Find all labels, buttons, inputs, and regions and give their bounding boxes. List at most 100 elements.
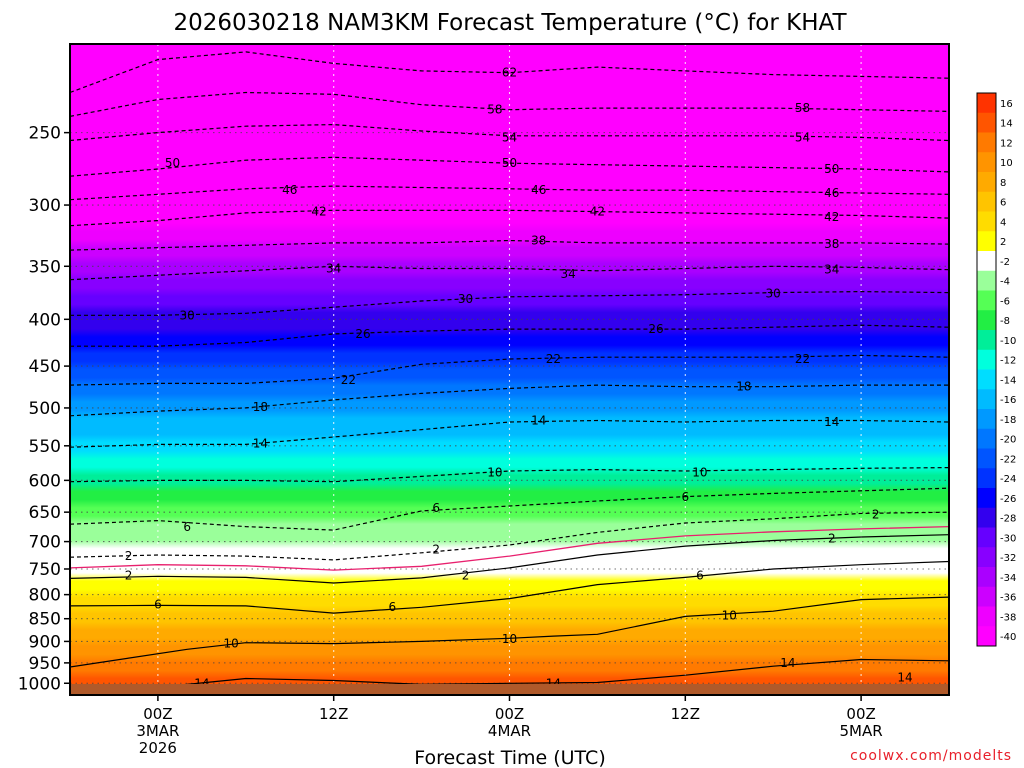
contour-label: 50 — [824, 162, 839, 176]
y-tick-label: 600 — [29, 471, 61, 491]
colorbar-label: 12 — [1000, 138, 1013, 149]
x-tick-label: 3MAR — [136, 722, 179, 740]
x-tick-label: 2026 — [139, 739, 177, 757]
y-tick-label: 300 — [29, 196, 61, 216]
colorbar-label: 8 — [1000, 178, 1006, 189]
contour-label: 14 — [780, 656, 795, 670]
y-tick-label: 650 — [29, 503, 61, 523]
contour-minus-6 — [70, 487, 949, 531]
x-tick-label: 12Z — [319, 705, 348, 723]
colorbar-swatch — [977, 93, 996, 114]
contour-label: 2 — [125, 549, 133, 563]
colorbar-swatch — [977, 448, 996, 469]
colorbar-swatch — [977, 172, 996, 193]
contour-label: 2 — [828, 532, 836, 546]
contour-label: 14 — [897, 670, 912, 684]
contour-label: 26 — [648, 322, 663, 336]
colorbar-legend: 16 14 12 10 8 6 4 2 -2 -4 -6 -8 -10 -12 -14 -16 -18 -20 -2… — [976, 92, 1016, 647]
contour-label: 46 — [824, 186, 839, 200]
colorbar-label: 4 — [1000, 217, 1006, 228]
contour-label: 42 — [311, 205, 326, 219]
colorbar-label: -34 — [1000, 573, 1016, 584]
contour-label: 42 — [824, 210, 839, 224]
contour-label: 38 — [824, 237, 839, 251]
contour-label: 10 — [692, 465, 707, 479]
y-tick-label: 700 — [29, 533, 61, 553]
contour-label: 6 — [154, 597, 162, 611]
contour-label: 38 — [531, 233, 546, 247]
contour-label: 22 — [546, 352, 561, 366]
y-tick-label: 750 — [29, 560, 61, 580]
colorbar-label: -12 — [1000, 356, 1016, 367]
colorbar-swatch — [977, 112, 996, 133]
contour-label: 50 — [165, 156, 180, 170]
colorbar-swatch — [977, 409, 996, 430]
colorbar-swatch — [977, 270, 996, 291]
contour-label: 18 — [253, 400, 268, 414]
contour-label: 18 — [736, 380, 751, 394]
colorbar-swatch — [977, 547, 996, 568]
contour-label: 2 — [432, 542, 440, 556]
colorbar-swatch — [977, 586, 996, 607]
colorbar-swatch — [977, 211, 996, 232]
x-tick-label: 4MAR — [488, 722, 531, 740]
contour-2 — [70, 534, 949, 584]
colorbar-swatch — [977, 152, 996, 173]
contour-0 — [70, 525, 949, 571]
contour-14 — [70, 658, 949, 695]
colorbar-label: -18 — [1000, 415, 1016, 426]
contour-label: 42 — [590, 205, 605, 219]
credit-link[interactable]: coolwx.com/modelts — [850, 748, 1012, 764]
colorbar-label: -32 — [1000, 553, 1016, 564]
colorbar-swatch — [977, 428, 996, 449]
colorbar-label: -4 — [1000, 277, 1010, 288]
colorbar-swatch — [977, 606, 996, 627]
contour-label: 54 — [795, 130, 810, 144]
y-tick-label: 400 — [29, 310, 61, 330]
contour-label: 10 — [224, 637, 239, 651]
colorbar-swatch — [977, 468, 996, 489]
colorbar-label: -30 — [1000, 533, 1016, 544]
colorbar-swatch — [977, 349, 996, 370]
colorbar-label: -24 — [1000, 474, 1016, 485]
contour-label: 54 — [502, 130, 517, 144]
contour-10 — [70, 596, 949, 668]
colorbar-swatch — [977, 507, 996, 528]
contour-label: 2 — [872, 508, 880, 522]
contour-label: 30 — [458, 292, 473, 306]
y-tick-label: 800 — [29, 586, 61, 606]
colorbar-swatch — [977, 330, 996, 351]
contour-minus-50 — [70, 156, 949, 177]
colorbar-swatch — [977, 488, 996, 509]
grid-lines — [70, 44, 949, 695]
y-tick-label: 900 — [29, 632, 61, 652]
x-tick-label: 00Z — [495, 705, 524, 723]
colorbar-label: -22 — [1000, 454, 1016, 465]
y-tick-label: 450 — [29, 357, 61, 377]
colorbar-label: -6 — [1000, 296, 1010, 307]
colorbar-swatch — [977, 251, 996, 272]
colorbar-swatch — [977, 310, 996, 331]
contour-label: 10 — [502, 632, 517, 646]
chart-title: 2026030218 NAM3KM Forecast Temperature (… — [173, 10, 847, 36]
colorbar-label: -10 — [1000, 336, 1016, 347]
colorbar-label: -36 — [1000, 593, 1016, 604]
y-axis: 2503003504004505005506006507007508008509… — [18, 124, 70, 694]
colorbar-swatch — [977, 231, 996, 252]
contour-label: 46 — [531, 183, 546, 197]
contour-label: 34 — [326, 262, 341, 276]
contour-label: 30 — [766, 287, 781, 301]
colorbar-label: -28 — [1000, 514, 1016, 525]
surface-band — [70, 684, 949, 695]
contour-label: 50 — [502, 156, 517, 170]
x-tick-label: 12Z — [671, 705, 700, 723]
contour-label: 30 — [180, 308, 195, 322]
colorbar-label: -38 — [1000, 612, 1016, 623]
contour-label: 58 — [795, 101, 810, 115]
contour-label: 22 — [341, 373, 356, 387]
y-tick-label: 500 — [29, 399, 61, 419]
contour-label: 6 — [388, 600, 396, 614]
contour-label: 2 — [462, 568, 470, 582]
